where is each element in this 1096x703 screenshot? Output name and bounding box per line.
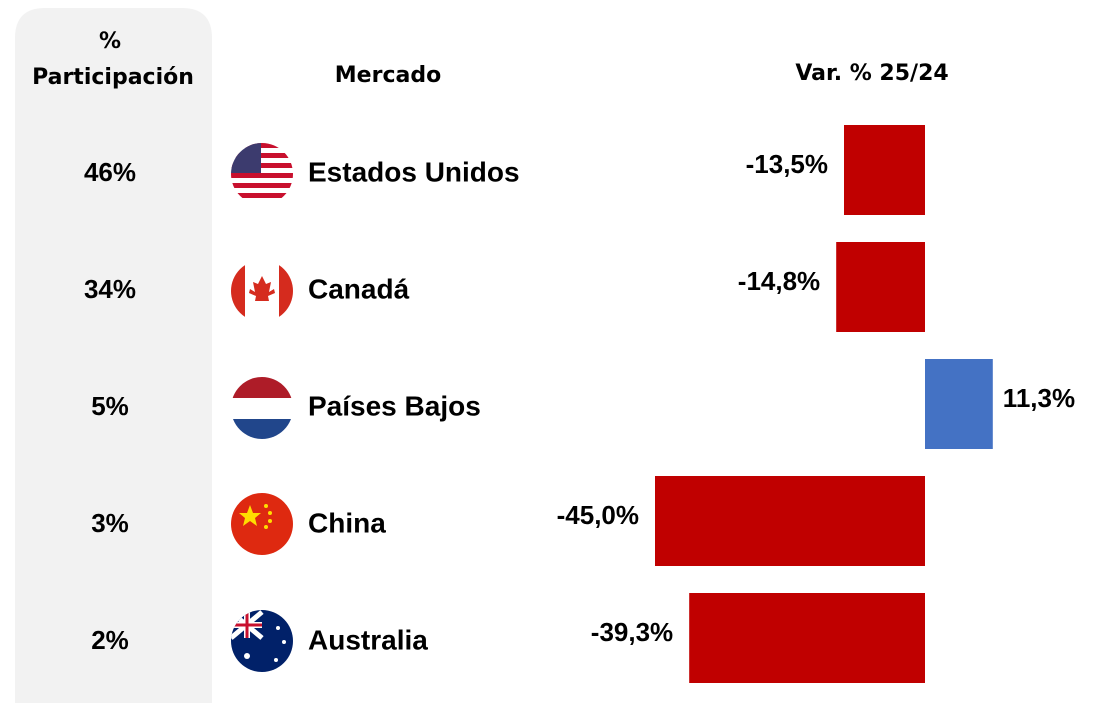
market-label: Estados Unidos bbox=[308, 156, 520, 187]
share-label: 46% bbox=[84, 157, 136, 187]
flag-cn bbox=[231, 493, 293, 555]
share-label: 34% bbox=[84, 274, 136, 304]
market-label: China bbox=[308, 507, 386, 538]
share-label: 3% bbox=[91, 508, 129, 538]
bar bbox=[836, 242, 925, 332]
bar bbox=[655, 476, 925, 566]
flag-us bbox=[231, 143, 293, 205]
share-label: 2% bbox=[91, 625, 129, 655]
value-label: 11,3% bbox=[1003, 383, 1075, 413]
flag-nl bbox=[231, 377, 293, 439]
bar bbox=[925, 359, 993, 449]
value-label: -14,8% bbox=[738, 266, 820, 296]
flag-ca bbox=[231, 260, 293, 322]
share-panel bbox=[15, 8, 212, 703]
change-header: Var. % 25/24 bbox=[795, 61, 948, 86]
value-label: -13,5% bbox=[746, 149, 828, 179]
share-header: Participación bbox=[32, 65, 194, 90]
share-label: 5% bbox=[91, 391, 129, 421]
market-label: Canadá bbox=[308, 273, 410, 304]
market-label: Australia bbox=[308, 624, 428, 655]
market-label: Países Bajos bbox=[308, 390, 481, 421]
bar bbox=[689, 593, 925, 683]
bar bbox=[844, 125, 925, 215]
flag-au bbox=[231, 610, 293, 672]
share-header: % bbox=[99, 29, 121, 54]
value-label: -39,3% bbox=[591, 617, 673, 647]
market-header: Mercado bbox=[335, 63, 441, 88]
value-label: -45,0% bbox=[557, 500, 639, 530]
